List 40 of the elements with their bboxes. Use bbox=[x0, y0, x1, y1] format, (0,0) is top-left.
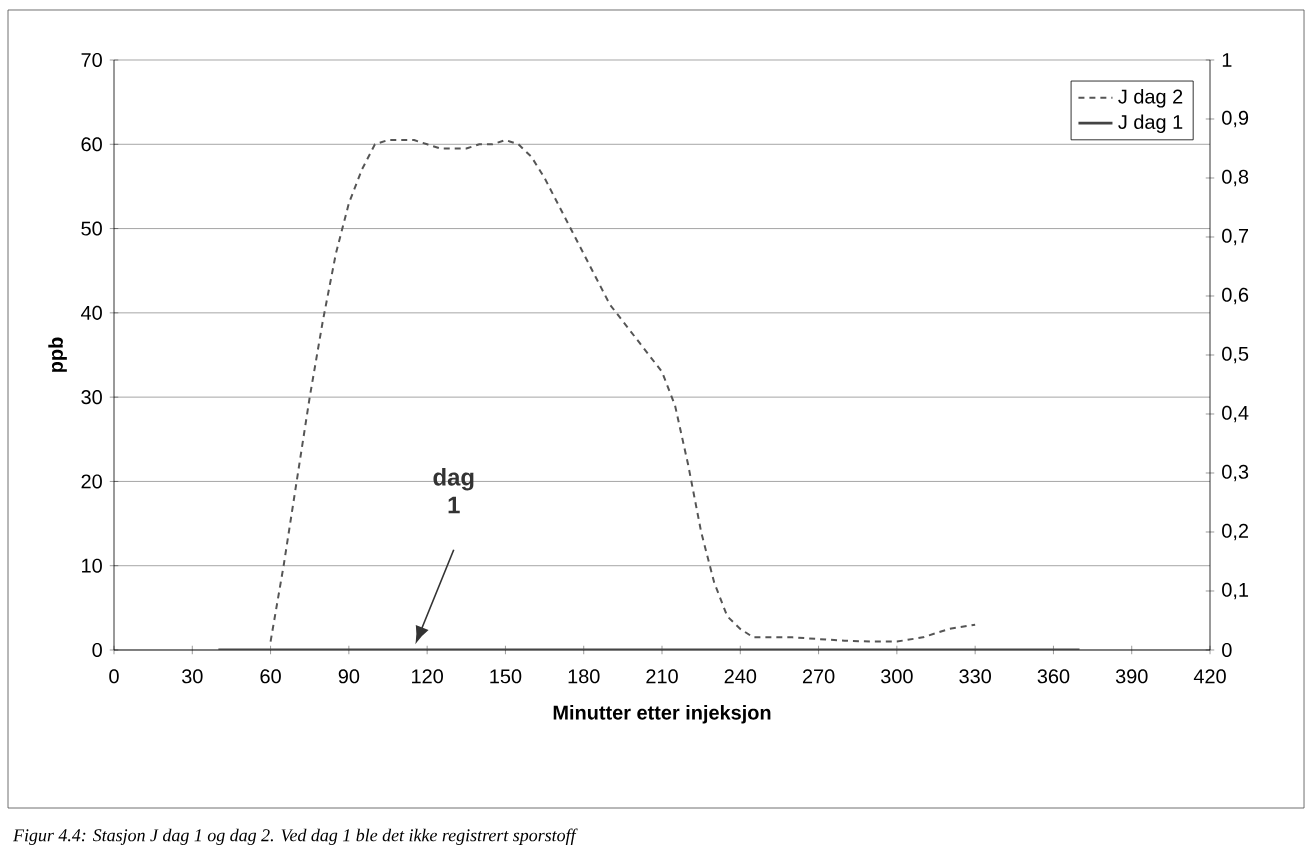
y-tick-label: 50 bbox=[81, 221, 102, 236]
x-tick-label: 60 bbox=[260, 669, 281, 684]
y-axis-title: ppb bbox=[48, 337, 67, 372]
x-tick-label: 180 bbox=[568, 669, 600, 684]
y2-tick-label: 0,6 bbox=[1222, 287, 1249, 305]
y2-tick-label: 0,2 bbox=[1222, 523, 1249, 541]
x-tick-label: 390 bbox=[1115, 669, 1148, 684]
y-tick-label: 0 bbox=[92, 642, 102, 658]
y-tick-label: 30 bbox=[81, 390, 102, 405]
x-tick-label: 30 bbox=[181, 669, 203, 684]
y2-tick-label: 0,7 bbox=[1222, 228, 1249, 246]
x-tick-label: 300 bbox=[880, 669, 913, 684]
y-tick-label: 70 bbox=[81, 52, 102, 68]
x-tick-label: 210 bbox=[646, 669, 678, 684]
y2-tick-label: 1 bbox=[1222, 53, 1232, 67]
annotation: dag 1 bbox=[433, 468, 474, 514]
y2-tick-label: 0,8 bbox=[1222, 169, 1249, 187]
y-tick-label: 10 bbox=[82, 558, 102, 573]
y-tick-label: 40 bbox=[81, 305, 102, 320]
x-tick-label: 420 bbox=[1193, 669, 1226, 684]
x-tick-label: 240 bbox=[724, 669, 757, 684]
y2-tick-label: 0 bbox=[1222, 642, 1232, 658]
y2-tick-label: 0,1 bbox=[1222, 582, 1249, 600]
x-tick-label: 90 bbox=[338, 669, 360, 684]
y-tick-label: 60 bbox=[81, 137, 102, 152]
y2-tick-label: 0,4 bbox=[1222, 405, 1249, 423]
legend-label: J dag 2 bbox=[1118, 89, 1183, 108]
text: Figur 4.4: Stasjon J dag 1 og dag 2. Ved dag 1 ble det ikke registrert sporstoff bbox=[12, 828, 578, 845]
y2-tick-label: 0,5 bbox=[1222, 346, 1249, 364]
x-tick-label: 120 bbox=[412, 669, 443, 684]
y-tick-label: 20 bbox=[81, 474, 102, 489]
x-tick-label: 360 bbox=[1037, 669, 1070, 684]
x-tick-label: 0 bbox=[109, 669, 119, 684]
x-tick-label: 150 bbox=[490, 669, 522, 684]
x-tick-label: 330 bbox=[959, 669, 991, 684]
y2-tick-label: 0,9 bbox=[1222, 110, 1249, 128]
y2-tick-label: 0,3 bbox=[1222, 464, 1249, 482]
legend-label: J dag 1 bbox=[1118, 114, 1183, 133]
x-axis-title: Minutter etter injeksjon bbox=[553, 705, 771, 724]
x-tick-label: 270 bbox=[802, 669, 835, 684]
